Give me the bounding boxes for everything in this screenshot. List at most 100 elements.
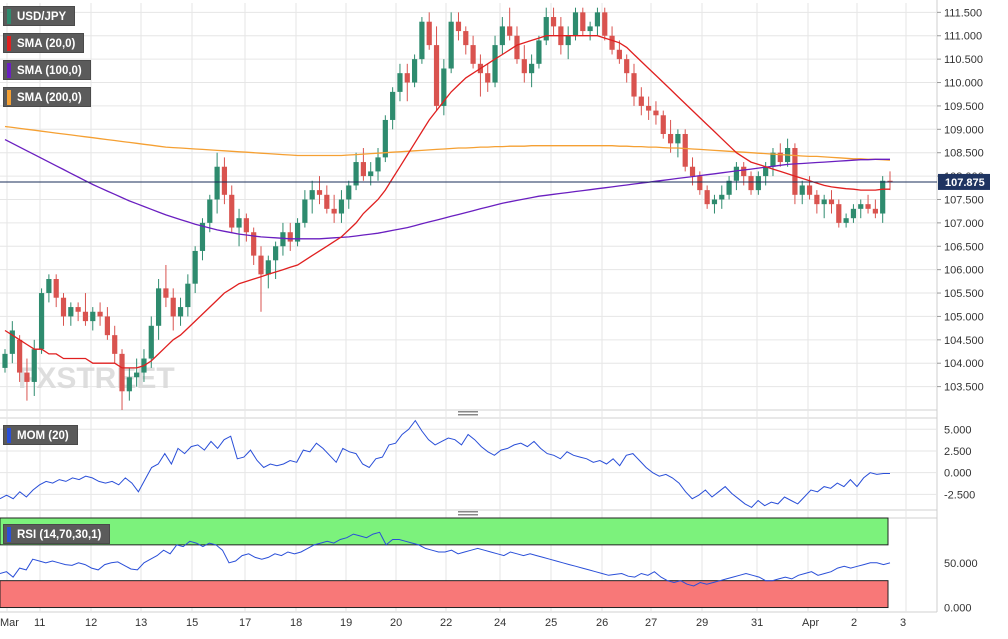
candle-body-29 (214, 166, 220, 200)
candle-87 (638, 87, 644, 116)
candle-body-64 (470, 45, 476, 64)
candle-body-84 (616, 49, 622, 60)
candle-85 (624, 54, 630, 83)
candle-54 (397, 63, 403, 102)
candle-body-69 (507, 26, 513, 36)
panel-resize-handle-1-b (458, 514, 478, 516)
candle-body-106 (777, 152, 783, 163)
fxstreet-watermark: FXSTREET (18, 362, 175, 395)
mom-tick-label-3: 5.000 (944, 424, 972, 436)
candle-body-74 (543, 17, 549, 41)
candle-body-54 (397, 73, 403, 92)
candle-body-32 (236, 218, 242, 228)
candle-89 (653, 101, 659, 125)
candle-body-89 (653, 110, 659, 116)
candle-100 (733, 162, 740, 191)
rsi-line (0, 531, 891, 587)
candle-6 (46, 274, 52, 303)
candle-body-56 (411, 59, 418, 83)
candle-102 (748, 171, 754, 195)
candle-60 (441, 59, 447, 116)
candle-63 (463, 26, 469, 55)
date-label-17: 2 (851, 617, 857, 629)
candle-body-51 (375, 157, 381, 172)
candle-body-104 (763, 166, 769, 177)
candle-body-39 (287, 232, 293, 242)
candle-69 (507, 7, 513, 41)
sma100-swatch (7, 63, 11, 78)
candle-body-96 (704, 190, 710, 205)
candle-body-44 (324, 194, 330, 209)
candle-82 (602, 7, 608, 41)
price-tick-label-4: 105.500 (944, 288, 984, 300)
price-tick-label-2: 104.500 (944, 335, 984, 347)
momentum-line (0, 419, 890, 509)
date-label-9: 22 (440, 617, 452, 629)
candle-body-10 (75, 307, 81, 312)
candle-body-7 (53, 279, 59, 298)
panel-resize-handle-1 (458, 511, 478, 513)
panel-resize-handle-0-b (458, 414, 478, 416)
candle-33 (243, 213, 249, 242)
candle-28 (207, 194, 213, 233)
rsi-panel (0, 517, 891, 609)
candle-80 (587, 21, 593, 41)
price-tick-label-15: 111.000 (944, 31, 982, 43)
grid-layer (0, 0, 938, 613)
candle-body-36 (265, 260, 271, 275)
sma200-swatch (7, 90, 11, 105)
candle-body-79 (580, 12, 586, 32)
candle-117 (858, 199, 864, 219)
candle-9 (68, 302, 74, 326)
candle-27 (199, 218, 206, 261)
candle-34 (251, 227, 257, 265)
legend-symbol[interactable]: USD/JPY (3, 6, 76, 26)
candle-body-11 (82, 311, 89, 322)
legend-sma20[interactable]: SMA (20,0) (3, 33, 85, 53)
rsi-oversold-zone (0, 580, 889, 609)
candle-17 (126, 367, 132, 401)
candle-13 (97, 302, 103, 326)
rsi-tick-label-0: 0.000 (944, 603, 972, 615)
candle-41 (302, 190, 308, 228)
legend-sma100[interactable]: SMA (100,0) (3, 60, 91, 80)
candle-84 (616, 40, 622, 64)
candle-body-35 (258, 255, 264, 275)
candle-72 (529, 54, 535, 88)
candle-36 (265, 255, 271, 289)
legend-sma200[interactable]: SMA (200,0) (3, 87, 91, 107)
candle-body-59 (433, 45, 440, 106)
candle-body-43 (316, 190, 323, 195)
candle-88 (646, 96, 652, 120)
candle-1 (9, 321, 15, 364)
candle-120 (880, 176, 886, 223)
candle-body-23 (170, 297, 176, 317)
candle-111 (814, 190, 820, 214)
date-label-4: 15 (186, 617, 198, 629)
legend-rsi-label: RSI (14,70,30,1) (17, 529, 102, 541)
candle-78 (572, 7, 579, 41)
rsi-tick-label-1: 50.000 (944, 558, 978, 570)
candle-body-3 (24, 372, 30, 382)
candle-body-18 (134, 372, 140, 378)
candle-2 (17, 335, 23, 382)
candle-body-49 (360, 162, 366, 177)
price-tick-label-14: 110.500 (944, 54, 983, 66)
candle-52 (382, 115, 388, 163)
date-label-18: 3 (900, 617, 906, 629)
momentum-panel (0, 419, 890, 509)
price-tick-label-12: 109.500 (944, 101, 984, 113)
candle-body-68 (499, 26, 505, 46)
candle-body-97 (711, 199, 718, 205)
candle-body-85 (624, 59, 630, 74)
legend-symbol-label: USD/JPY (17, 11, 67, 23)
candle-8 (60, 293, 67, 326)
candle-118 (865, 194, 871, 214)
candle-115 (843, 213, 849, 228)
candle-103 (755, 171, 761, 195)
candle-body-46 (338, 199, 345, 214)
legend-rsi[interactable]: RSI (14,70,30,1) (3, 524, 111, 544)
sma100-line (4, 139, 890, 240)
legend-mom[interactable]: MOM (20) (3, 425, 78, 445)
